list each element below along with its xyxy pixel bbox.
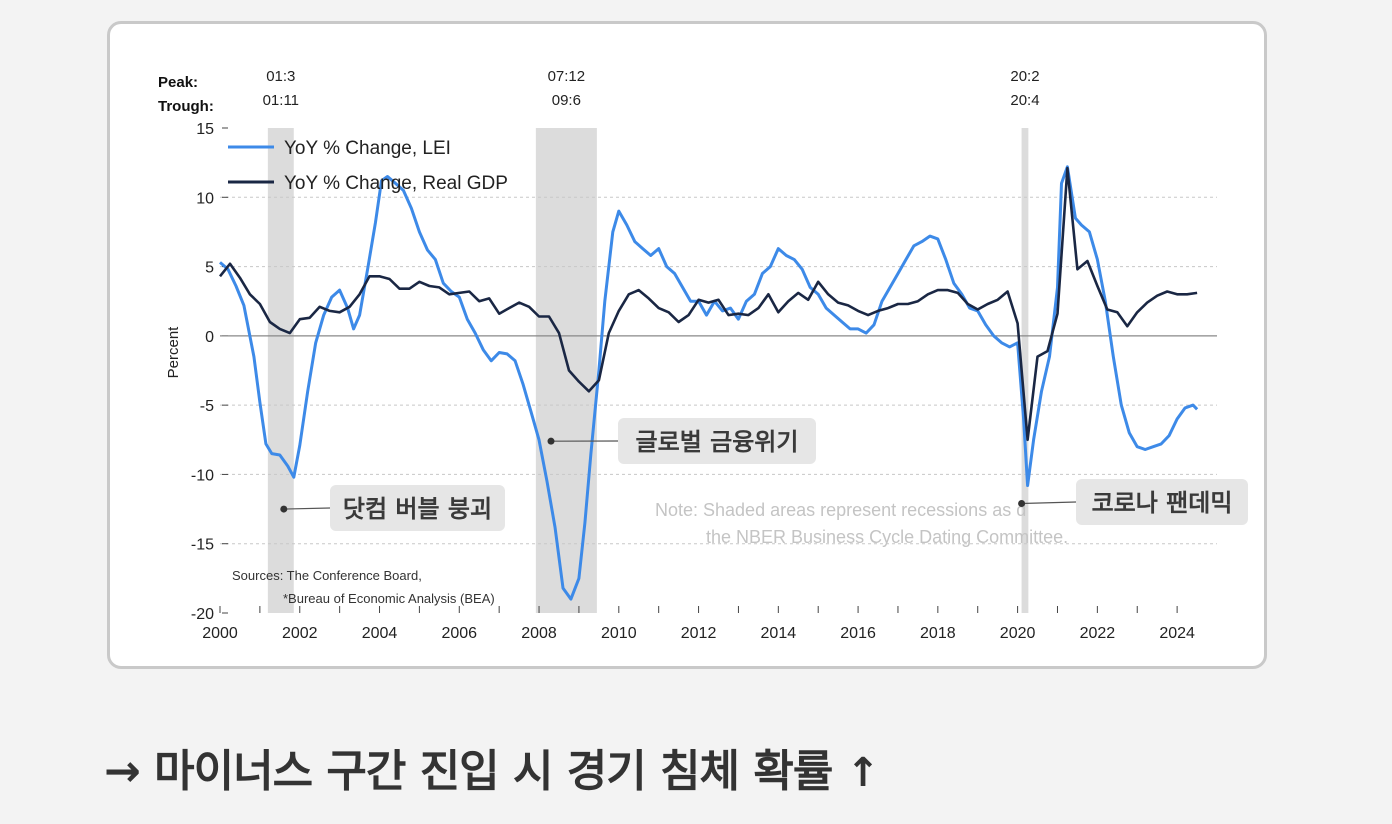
x-tick-label: 2020 [1000, 625, 1036, 642]
annotation-connector [283, 507, 331, 510]
y-tick-label: -5 [200, 398, 214, 415]
recession-peak-label: 01:3 [266, 68, 295, 85]
sources-line-1: Sources: The Conference Board, [232, 568, 422, 583]
x-tick-label: 2024 [1159, 625, 1195, 642]
y-tick-label: 15 [196, 121, 214, 138]
sources-line-2: *Bureau of Economic Analysis (BEA) [283, 591, 495, 606]
legend-label: YoY % Change, Real GDP [284, 173, 508, 194]
note-line-2: the NBER Business Cycle Dating Committee… [706, 527, 1068, 547]
lei-series-line [219, 165, 1199, 601]
arrow-up-icon: ↑ [846, 750, 880, 796]
y-axis-label: Percent [165, 326, 182, 379]
annotation-box [618, 418, 816, 464]
x-tick-label: 2006 [441, 625, 477, 642]
chart-card [107, 21, 1267, 669]
annotation-label: 닷컴 버블 붕괴 [343, 495, 492, 523]
peak-label: Peak: [158, 74, 198, 91]
annotation-dot [1018, 500, 1026, 508]
y-tick-label: -10 [191, 467, 214, 484]
y-tick-label: -15 [191, 537, 214, 554]
caption: → 마이너스 구간 진입 시 경기 침체 확률 ↑ [104, 735, 880, 799]
x-tick-label: 2012 [681, 625, 717, 642]
gdp-series-line [218, 166, 1198, 442]
recession-band [267, 128, 294, 613]
x-tick-label: 2000 [202, 625, 238, 642]
trough-label: Trough: [158, 98, 214, 115]
x-tick-label: 2018 [920, 625, 956, 642]
recession-peak-label: 20:2 [1010, 68, 1039, 85]
annotation-label: 글로벌 금융위기 [636, 428, 799, 456]
chart-svg: 01:3 01:11 07:12 09:6 20:2 20:4 Peak: Trough: 15… [158, 68, 1248, 642]
note-line-1: Note: Shaded areas represent recessions … [655, 500, 1026, 520]
annotation-label: 코로나 팬데믹 [1092, 489, 1233, 517]
recession-trough-label: 01:11 [263, 92, 299, 109]
x-tick-label: 2016 [840, 625, 876, 642]
x-tick-label: 2014 [761, 625, 797, 642]
y-tick-label: 5 [205, 260, 214, 277]
recession-trough-label: 20:4 [1010, 92, 1039, 109]
y-tick-label: -20 [191, 606, 214, 623]
caption-text: → 마이너스 구간 진입 시 경기 침체 확률 [104, 746, 833, 797]
recession-peak-label: 07:12 [548, 68, 586, 85]
recession-band [1021, 128, 1029, 613]
x-tick-label: 2002 [282, 625, 318, 642]
x-tick-label: 2004 [362, 625, 398, 642]
annotation-box [1076, 479, 1248, 525]
annotation-box [330, 485, 505, 531]
y-tick-label: 0 [205, 329, 214, 346]
annotation-dot [547, 437, 555, 445]
annotation-dot [280, 505, 288, 513]
recession-trough-label: 09:6 [552, 92, 581, 109]
recession-band [535, 128, 597, 613]
y-tick-label: 10 [196, 190, 214, 207]
legend-label: YoY % Change, LEI [284, 138, 451, 159]
x-tick-label: 2022 [1080, 625, 1116, 642]
annotation-connector [1021, 501, 1077, 505]
x-tick-label: 2010 [601, 625, 637, 642]
x-tick-label: 2008 [521, 625, 557, 642]
